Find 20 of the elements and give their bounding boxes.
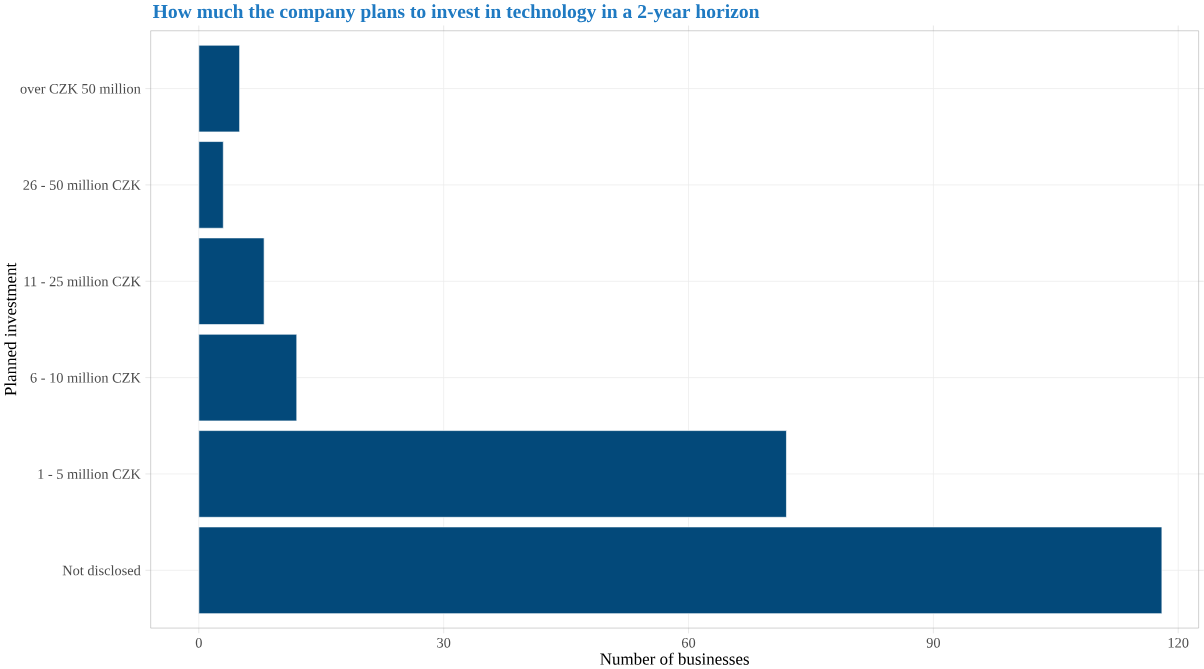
bar	[198, 430, 787, 518]
y-tick-label: Not disclosed	[62, 565, 141, 576]
bar	[198, 526, 1163, 614]
bar	[198, 333, 298, 422]
y-tick-label: 26 - 50 million CZK	[23, 179, 141, 190]
x-tick-label: 30	[437, 637, 451, 648]
y-tick-label: 11 - 25 million CZK	[24, 276, 141, 287]
y-tick-label: over CZK 50 million	[20, 83, 141, 94]
bar	[198, 237, 265, 325]
x-tick-label: 0	[195, 637, 202, 648]
chart-title: How much the company plans to invest in technology in a 2-year horizon	[152, 4, 760, 23]
bar	[198, 44, 240, 133]
x-tick-label: 60	[681, 637, 696, 648]
y-axis-title: Planned investment	[4, 262, 17, 396]
y-tick-label: 6 - 10 million CZK	[30, 372, 141, 383]
bar	[198, 141, 224, 229]
y-tick-label: 1 - 5 million CZK	[38, 468, 141, 479]
x-tick-label: 120	[1168, 637, 1189, 648]
x-tick-label: 90	[926, 637, 941, 648]
x-axis-title: Number of businesses	[600, 652, 749, 665]
